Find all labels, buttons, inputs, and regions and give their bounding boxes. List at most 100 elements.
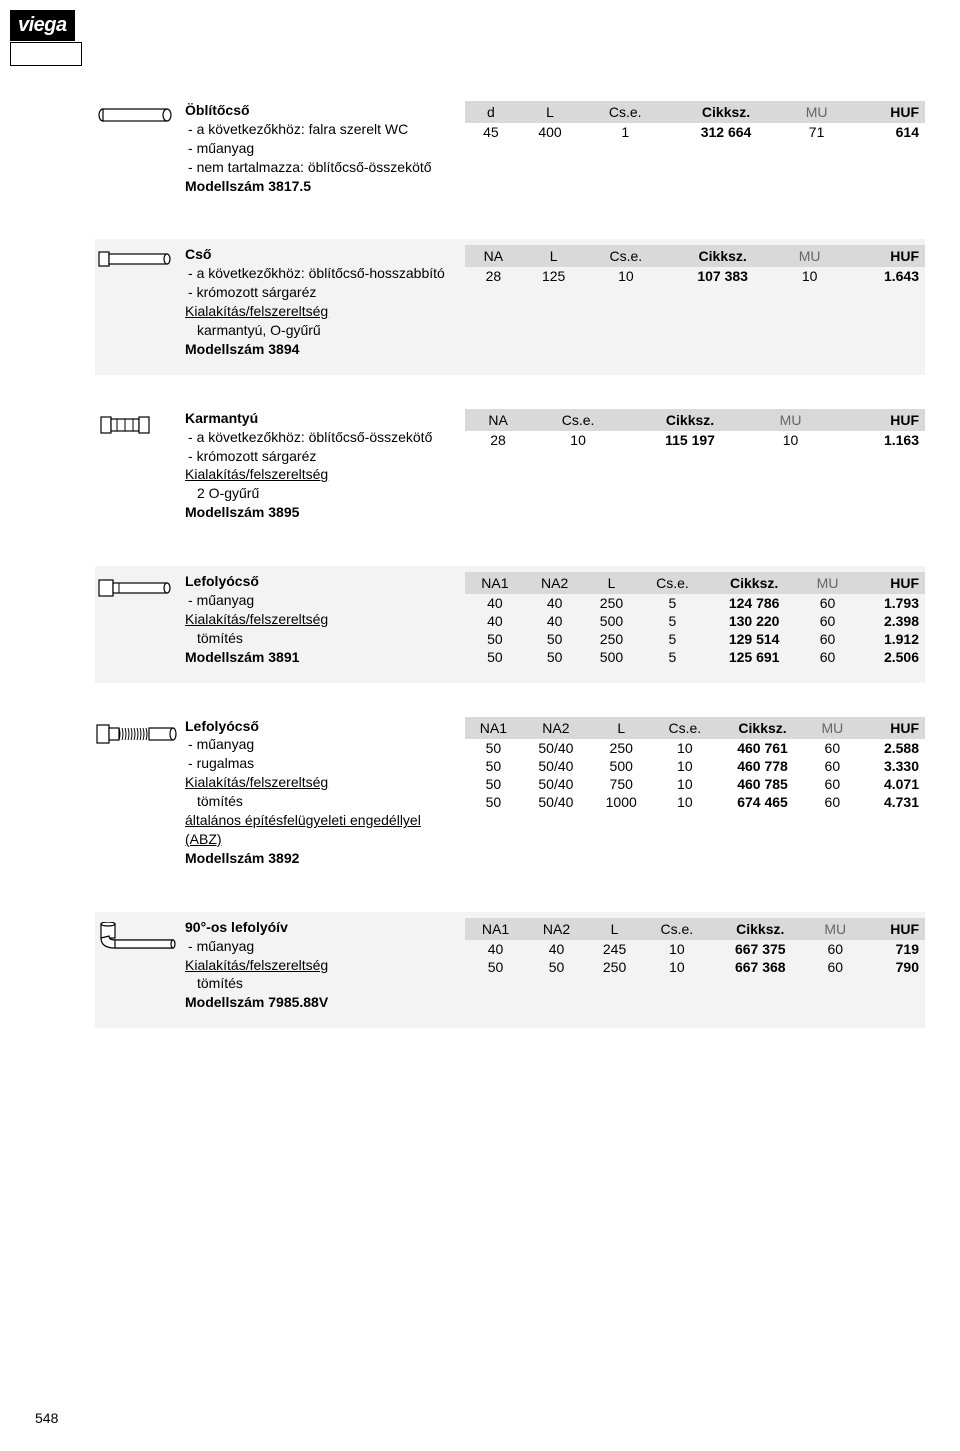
table-cell: 50 xyxy=(525,648,585,666)
table-cell: 10 xyxy=(652,775,717,793)
table-cell: 40 xyxy=(525,612,585,630)
table-row: 40402505124 786601.793 xyxy=(465,594,925,612)
table-cell: 2.588 xyxy=(857,739,925,757)
product-spec-line: krómozott sárgaréz xyxy=(185,283,445,302)
table-cell: 50 xyxy=(465,739,522,757)
table-row: 5050/40100010674 465604.731 xyxy=(465,793,925,811)
product-spec-line: műanyag xyxy=(185,937,445,956)
product-spec-line: nem tartalmazza: öblítőcső-összekötő xyxy=(185,158,445,177)
column-header: d xyxy=(465,101,517,123)
table-cell: 2.506 xyxy=(853,648,925,666)
table-cell: 5 xyxy=(638,648,706,666)
column-header: Cs.e. xyxy=(642,918,712,940)
table-cell: 400 xyxy=(517,123,583,141)
product-description: LefolyócsőműanyagrugalmasKialakítás/fels… xyxy=(185,717,465,868)
table-cell: 250 xyxy=(585,594,639,612)
table-cell: 125 xyxy=(522,267,586,285)
column-header: L xyxy=(522,245,586,267)
table-cell: 790 xyxy=(862,958,925,976)
table-cell: 10 xyxy=(642,940,712,958)
column-header: Cikksz. xyxy=(666,245,779,267)
table-cell: 125 691 xyxy=(706,648,801,666)
product-spec-line: műanyag xyxy=(185,591,445,610)
table-cell: 2.398 xyxy=(853,612,925,630)
table-cell: 60 xyxy=(802,612,853,630)
table-cell: 45 xyxy=(465,123,517,141)
table-cell: 1.643 xyxy=(840,267,925,285)
table-cell: 250 xyxy=(587,958,642,976)
table-cell: 1.793 xyxy=(853,594,925,612)
table-row: 40405005130 220602.398 xyxy=(465,612,925,630)
product-spec-line: rugalmas xyxy=(185,754,445,773)
table-cell: 50 xyxy=(525,630,585,648)
model-number: Modellszám 3895 xyxy=(185,503,445,522)
table-cell: 10 xyxy=(652,793,717,811)
brand-logo: viega xyxy=(10,10,75,41)
product-table: NA1NA2LCs.e.Cikksz.MUHUF404024510667 375… xyxy=(465,918,925,1012)
table-cell: 50 xyxy=(465,958,526,976)
table-cell: 667 368 xyxy=(712,958,809,976)
column-header: HUF xyxy=(840,245,925,267)
table-cell: 50 xyxy=(465,793,522,811)
product-illustration xyxy=(95,572,185,666)
model-number: Modellszám 3891 xyxy=(185,648,445,667)
product-table: NALCs.e.Cikksz.MUHUF2812510107 383101.64… xyxy=(465,245,925,358)
table-cell: 50/40 xyxy=(522,775,590,793)
product-title: Karmantyú xyxy=(185,409,445,428)
product-title: 90°-os lefolyóív xyxy=(185,918,445,937)
table-cell: 614 xyxy=(848,123,925,141)
table-cell: 60 xyxy=(808,739,857,757)
column-header: L xyxy=(517,101,583,123)
product-illustration xyxy=(95,409,185,522)
table-cell: 50 xyxy=(465,757,522,775)
table-cell: 10 xyxy=(652,739,717,757)
product-description: 90°-os lefolyóívműanyagKialakítás/felsze… xyxy=(185,918,465,1012)
table-cell: 60 xyxy=(802,630,853,648)
column-header: NA2 xyxy=(522,717,590,739)
table-cell: 50 xyxy=(465,775,522,793)
table-cell: 124 786 xyxy=(706,594,801,612)
model-number: Modellszám 3894 xyxy=(185,340,445,359)
product-illustration xyxy=(95,717,185,868)
table-cell: 460 778 xyxy=(717,757,808,775)
product-table: NA1NA2LCs.e.Cikksz.MUHUF40402505124 7866… xyxy=(465,572,925,666)
table-cell: 28 xyxy=(465,267,522,285)
table-row: 2810115 197101.163 xyxy=(465,431,925,449)
product-table: NACs.e.Cikksz.MUHUF2810115 197101.163 xyxy=(465,409,925,522)
column-header: MU xyxy=(779,245,840,267)
table-cell: 5 xyxy=(638,594,706,612)
product-block: LefolyócsőműanyagrugalmasKialakítás/fels… xyxy=(95,711,925,884)
table-cell: 10 xyxy=(586,267,667,285)
table-cell: 10 xyxy=(755,431,826,449)
product-spec-line: tömítés xyxy=(185,792,445,811)
column-header: Cikksz. xyxy=(717,717,808,739)
column-header: MU xyxy=(808,717,857,739)
table-row: 2812510107 383101.643 xyxy=(465,267,925,285)
column-header: NA1 xyxy=(465,717,522,739)
product-spec-line: tömítés xyxy=(185,974,445,993)
product-block: Öblítőcsőa következőkhöz: falra szerelt … xyxy=(95,95,925,211)
table-cell: 250 xyxy=(590,739,653,757)
column-header: NA1 xyxy=(465,572,525,594)
logo-placeholder-box xyxy=(10,42,82,66)
table-cell: 60 xyxy=(802,648,853,666)
table-cell: 500 xyxy=(585,648,639,666)
product-spec-line: Kialakítás/felszereltség xyxy=(185,956,445,975)
column-header: MU xyxy=(802,572,853,594)
column-header: L xyxy=(587,918,642,940)
table-cell: 460 785 xyxy=(717,775,808,793)
table-cell: 312 664 xyxy=(667,123,785,141)
table-cell: 40 xyxy=(525,594,585,612)
table-cell: 40 xyxy=(465,612,525,630)
product-table: NA1NA2LCs.e.Cikksz.MUHUF5050/4025010460 … xyxy=(465,717,925,868)
column-header: Cs.e. xyxy=(586,245,667,267)
table-cell: 60 xyxy=(809,958,862,976)
table-cell: 3.330 xyxy=(857,757,925,775)
column-header: Cs.e. xyxy=(652,717,717,739)
table-cell: 60 xyxy=(809,940,862,958)
column-header: Cikksz. xyxy=(706,572,801,594)
table-cell: 4.071 xyxy=(857,775,925,793)
product-illustration xyxy=(95,245,185,358)
column-header: NA xyxy=(465,409,531,431)
table-cell: 10 xyxy=(531,431,625,449)
